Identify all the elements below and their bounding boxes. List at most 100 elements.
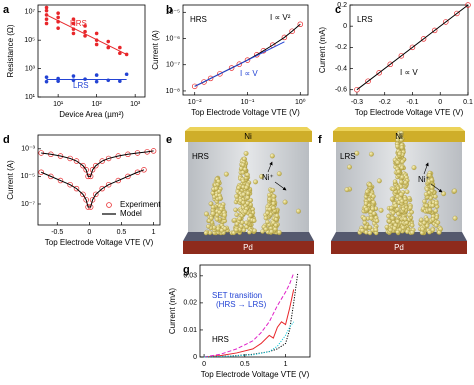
filament-atom — [430, 227, 436, 233]
data-point — [201, 79, 207, 85]
pd-floor — [331, 232, 467, 241]
filament-atom — [241, 192, 246, 197]
data-point — [420, 36, 427, 42]
ni-top — [185, 127, 312, 131]
x-tick-label: -0.2 — [379, 99, 391, 106]
ion — [243, 151, 249, 156]
x-axis-label: Top Electrode Voltage VTE (V) — [45, 238, 154, 247]
y-tick-label: 10³ — [25, 65, 36, 72]
filament-atom — [427, 230, 432, 235]
ion — [276, 171, 282, 177]
data-point — [44, 17, 49, 22]
data-point — [217, 71, 223, 77]
filament-atom — [408, 205, 413, 210]
filament-atom — [363, 201, 369, 206]
ion — [368, 151, 374, 157]
filament-atom — [421, 220, 427, 226]
ion — [452, 188, 458, 194]
filament-atom — [241, 227, 247, 233]
x-tick-label: 10⁰ — [295, 98, 306, 106]
data-point — [67, 155, 73, 162]
y-axis-label: Current (A) — [6, 160, 15, 200]
data-point — [56, 26, 60, 30]
filament-atom — [267, 192, 272, 198]
electrode-label: Pd — [394, 243, 404, 252]
filament-atom — [395, 229, 400, 235]
x-tick-label: 0.1 — [463, 99, 473, 106]
plot-frame — [199, 264, 311, 358]
filament-atom — [269, 229, 274, 234]
state-label: HRS — [192, 152, 209, 161]
filament-atom — [386, 214, 391, 219]
annotation: (HRS → LRS) — [216, 300, 267, 309]
data-point — [354, 86, 360, 93]
data-point — [93, 191, 99, 198]
filament-atom — [403, 196, 408, 202]
filament-atom — [373, 227, 379, 233]
data-point — [94, 79, 99, 84]
ion — [242, 209, 248, 214]
filament-atom — [402, 216, 408, 222]
filament-atom — [395, 144, 400, 149]
data-point — [141, 167, 147, 173]
ion — [376, 178, 382, 184]
data-point — [124, 72, 129, 77]
data-point — [56, 79, 60, 83]
y-tick-label: 10⁻⁷ — [21, 201, 35, 208]
filament-atom — [273, 222, 279, 228]
data-point — [44, 75, 49, 79]
filament-atom — [399, 130, 404, 136]
data-point — [67, 181, 73, 188]
filament-atom — [222, 226, 228, 231]
data-point — [244, 57, 251, 63]
ion-label: Ni⁺ — [418, 175, 430, 184]
legend-label: Experiment — [120, 200, 161, 209]
panel-letter: a — [3, 4, 10, 16]
pd-electrode — [331, 241, 467, 254]
illustration-e — [183, 127, 314, 254]
filament-atom — [410, 230, 415, 235]
y-tick-label: 10¹ — [25, 94, 36, 101]
panel-letter: e — [166, 134, 172, 146]
data-point — [106, 45, 111, 50]
ion — [269, 153, 275, 159]
filament-atom — [434, 201, 439, 206]
filament-atom — [374, 218, 380, 224]
y-tick-label: 10⁻⁵ — [21, 173, 35, 180]
x-tick-label: 10¹ — [53, 101, 64, 108]
data-point — [409, 44, 416, 51]
panel-letter: c — [335, 4, 341, 16]
filament-atom — [252, 218, 257, 223]
y-tick-label: -0.6 — [335, 87, 347, 94]
filament-atom — [400, 225, 406, 231]
filament-atom — [206, 224, 211, 229]
data-point — [454, 10, 460, 17]
filament-atom — [245, 200, 250, 206]
filament-atom — [367, 230, 373, 236]
filament-atom — [240, 162, 246, 168]
ion — [347, 164, 352, 170]
filament-atom — [213, 186, 219, 191]
ion — [344, 187, 350, 193]
filament-atom — [363, 225, 369, 230]
data-point — [73, 185, 80, 192]
data-point — [83, 167, 89, 173]
data-point — [71, 17, 76, 22]
panel-letter: b — [166, 4, 173, 16]
ion — [362, 216, 367, 222]
ion — [234, 193, 240, 199]
y-axis-label: Current (mA) — [168, 288, 177, 335]
filament-atom — [270, 187, 276, 193]
filament-atom — [247, 230, 252, 235]
x-tick-label: 0 — [202, 361, 206, 368]
data-point — [398, 53, 405, 59]
electrode-label: Ni — [244, 132, 252, 141]
filament-atom — [403, 180, 408, 185]
electrode-label: Ni — [395, 132, 403, 141]
annotation: HRS — [212, 335, 229, 344]
x-axis-label: Top Electrode Voltage VTE (V) — [355, 108, 464, 117]
filament-atom — [433, 194, 438, 199]
ion — [223, 171, 229, 177]
ni-top — [333, 127, 465, 131]
filament-atom — [429, 177, 435, 183]
